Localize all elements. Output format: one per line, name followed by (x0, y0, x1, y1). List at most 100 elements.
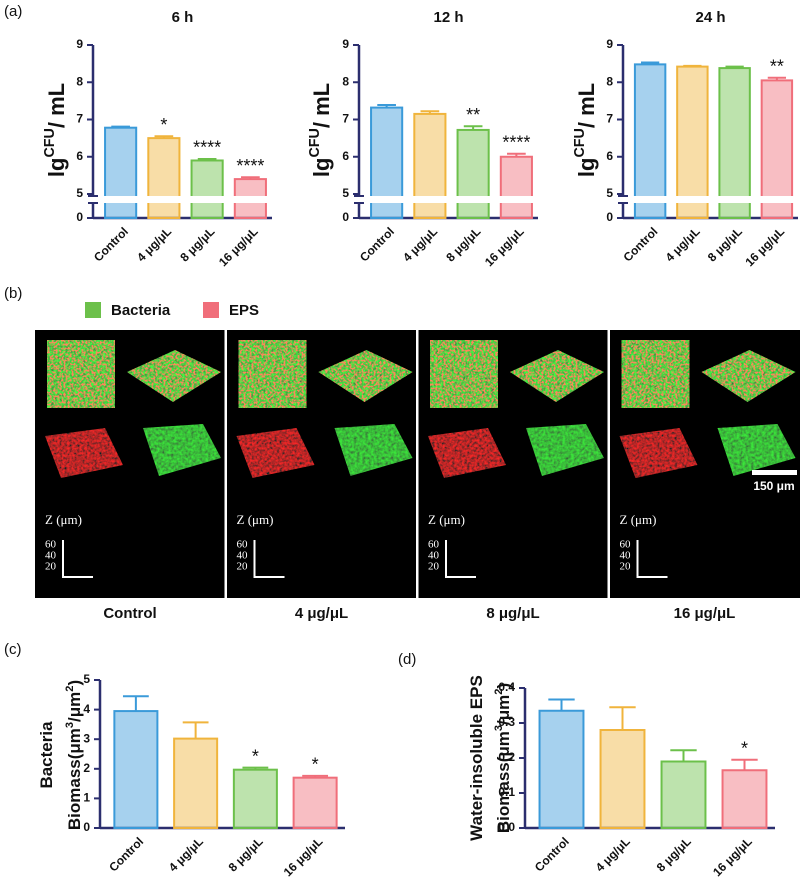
y-tick-label: 5 (83, 672, 90, 686)
x-tick-label: 16 μg/μL (281, 834, 326, 879)
error-bar (182, 721, 209, 739)
x-tick-label: 16 μg/μL (216, 224, 261, 269)
y-tick-label: 2 (83, 761, 90, 775)
y-tick-label: 0.4 (498, 680, 515, 694)
z-tick-label: 40 (428, 550, 440, 562)
micrograph (238, 340, 307, 408)
axis-break (615, 196, 800, 203)
y-axis-label-part: / mL (574, 83, 599, 128)
bar (721, 769, 768, 829)
z-tick-label: 20 (237, 561, 249, 573)
x-tick-label: 8 μg/μL (705, 224, 745, 264)
z-tick-label: 40 (237, 550, 249, 562)
y-tick-label: 8 (76, 74, 83, 88)
micrograph (428, 428, 506, 478)
x-tick-label: 16 μg/μL (710, 834, 755, 879)
y-axis-label: Water-insoluble EPS (467, 675, 486, 841)
y-tick-label: 6 (76, 149, 83, 163)
error-bar (731, 758, 758, 771)
error-bar (377, 103, 396, 108)
y-tick-label: 0 (83, 820, 90, 834)
y-tick-label: 5 (342, 186, 349, 200)
y-tick-label: 5 (76, 186, 83, 200)
y-tick-label: 6 (342, 149, 349, 163)
y-axis-label-part: 2 (493, 689, 505, 695)
group-label: 4 μg/μL (295, 605, 348, 622)
bar (113, 710, 159, 830)
y-axis-label: Bacteria (37, 721, 56, 789)
y-tick-label: 9 (606, 37, 613, 51)
y-axis-label-part: ) (65, 680, 84, 686)
significance: * (252, 746, 259, 766)
bar (147, 137, 181, 219)
error-bar (242, 766, 269, 770)
micrograph (127, 350, 221, 402)
panel-separator (224, 330, 227, 598)
group-label: 16 μg/μL (674, 605, 736, 622)
y-axis-label-part: 3 (493, 725, 505, 731)
error-bar (241, 176, 260, 180)
y-axis-label: Biomass(μm3/μm2) (64, 680, 85, 830)
micrograph (510, 350, 604, 402)
y-axis-label-part: Biomass(μm (65, 728, 84, 830)
error-bar (122, 695, 149, 712)
panel-separator (607, 330, 610, 598)
x-tick-label: 4 μg/μL (166, 834, 206, 874)
micrograph (430, 340, 498, 408)
x-tick-label: 4 μg/μL (663, 224, 703, 264)
z-axis (253, 540, 285, 578)
significance: * (160, 115, 167, 135)
micrograph (236, 428, 315, 478)
x-tick-label: 8 μg/μL (177, 224, 217, 264)
group-label: Control (103, 605, 156, 622)
y-axis-label-part: / mL (309, 83, 334, 128)
micrograph (701, 350, 796, 402)
y-tick-label: 9 (76, 37, 83, 51)
bar (173, 737, 219, 829)
micrograph (621, 340, 690, 408)
x-tick-label: 8 μg/μL (443, 224, 483, 264)
y-axis-label-part: /μm (65, 692, 84, 722)
chart-title: 24 h (695, 9, 725, 26)
y-tick-label: 8 (342, 74, 349, 88)
bar (718, 67, 751, 219)
micrograph (526, 424, 604, 476)
z-tick-label: 60 (428, 539, 440, 551)
y-axis-label-part: lg (44, 158, 69, 178)
y-tick-label: 7 (606, 112, 613, 126)
axis-break-caps (88, 195, 98, 204)
bar (292, 776, 338, 829)
y-tick-label: 0 (76, 210, 83, 224)
legend-swatch (203, 302, 219, 318)
axis-break-caps (618, 195, 628, 204)
x-tick-label: Control (91, 224, 131, 264)
panel-separator (416, 330, 419, 598)
error-bar (154, 135, 174, 139)
bar (104, 126, 138, 219)
x-tick-label: 4 μg/μL (134, 224, 174, 264)
y-tick-label: 8 (606, 74, 613, 88)
y-tick-label: 3 (83, 731, 90, 745)
x-tick-label: Control (357, 224, 397, 264)
axis-break (351, 196, 540, 203)
error-bar (767, 76, 787, 81)
y-axis-label-part: / mL (44, 83, 69, 128)
significance: * (312, 755, 319, 775)
z-label: Z (μm) (237, 512, 274, 527)
y-axis-label-part: lg (309, 158, 334, 178)
y-tick-label: 4 (83, 702, 90, 716)
y-tick-label: 9 (342, 37, 349, 51)
error-bar (302, 774, 329, 778)
micrograph (334, 424, 413, 476)
y-tick-label: 0.1 (498, 785, 515, 799)
y-tick-label: 0 (606, 210, 613, 224)
z-tick-label: 20 (428, 561, 440, 573)
z-label: Z (μm) (45, 512, 82, 527)
x-tick-label: 8 μg/μL (654, 834, 694, 874)
y-tick-label: 0 (342, 210, 349, 224)
significance: **** (193, 138, 221, 158)
error-bar (683, 64, 702, 67)
micrograph (47, 340, 115, 408)
